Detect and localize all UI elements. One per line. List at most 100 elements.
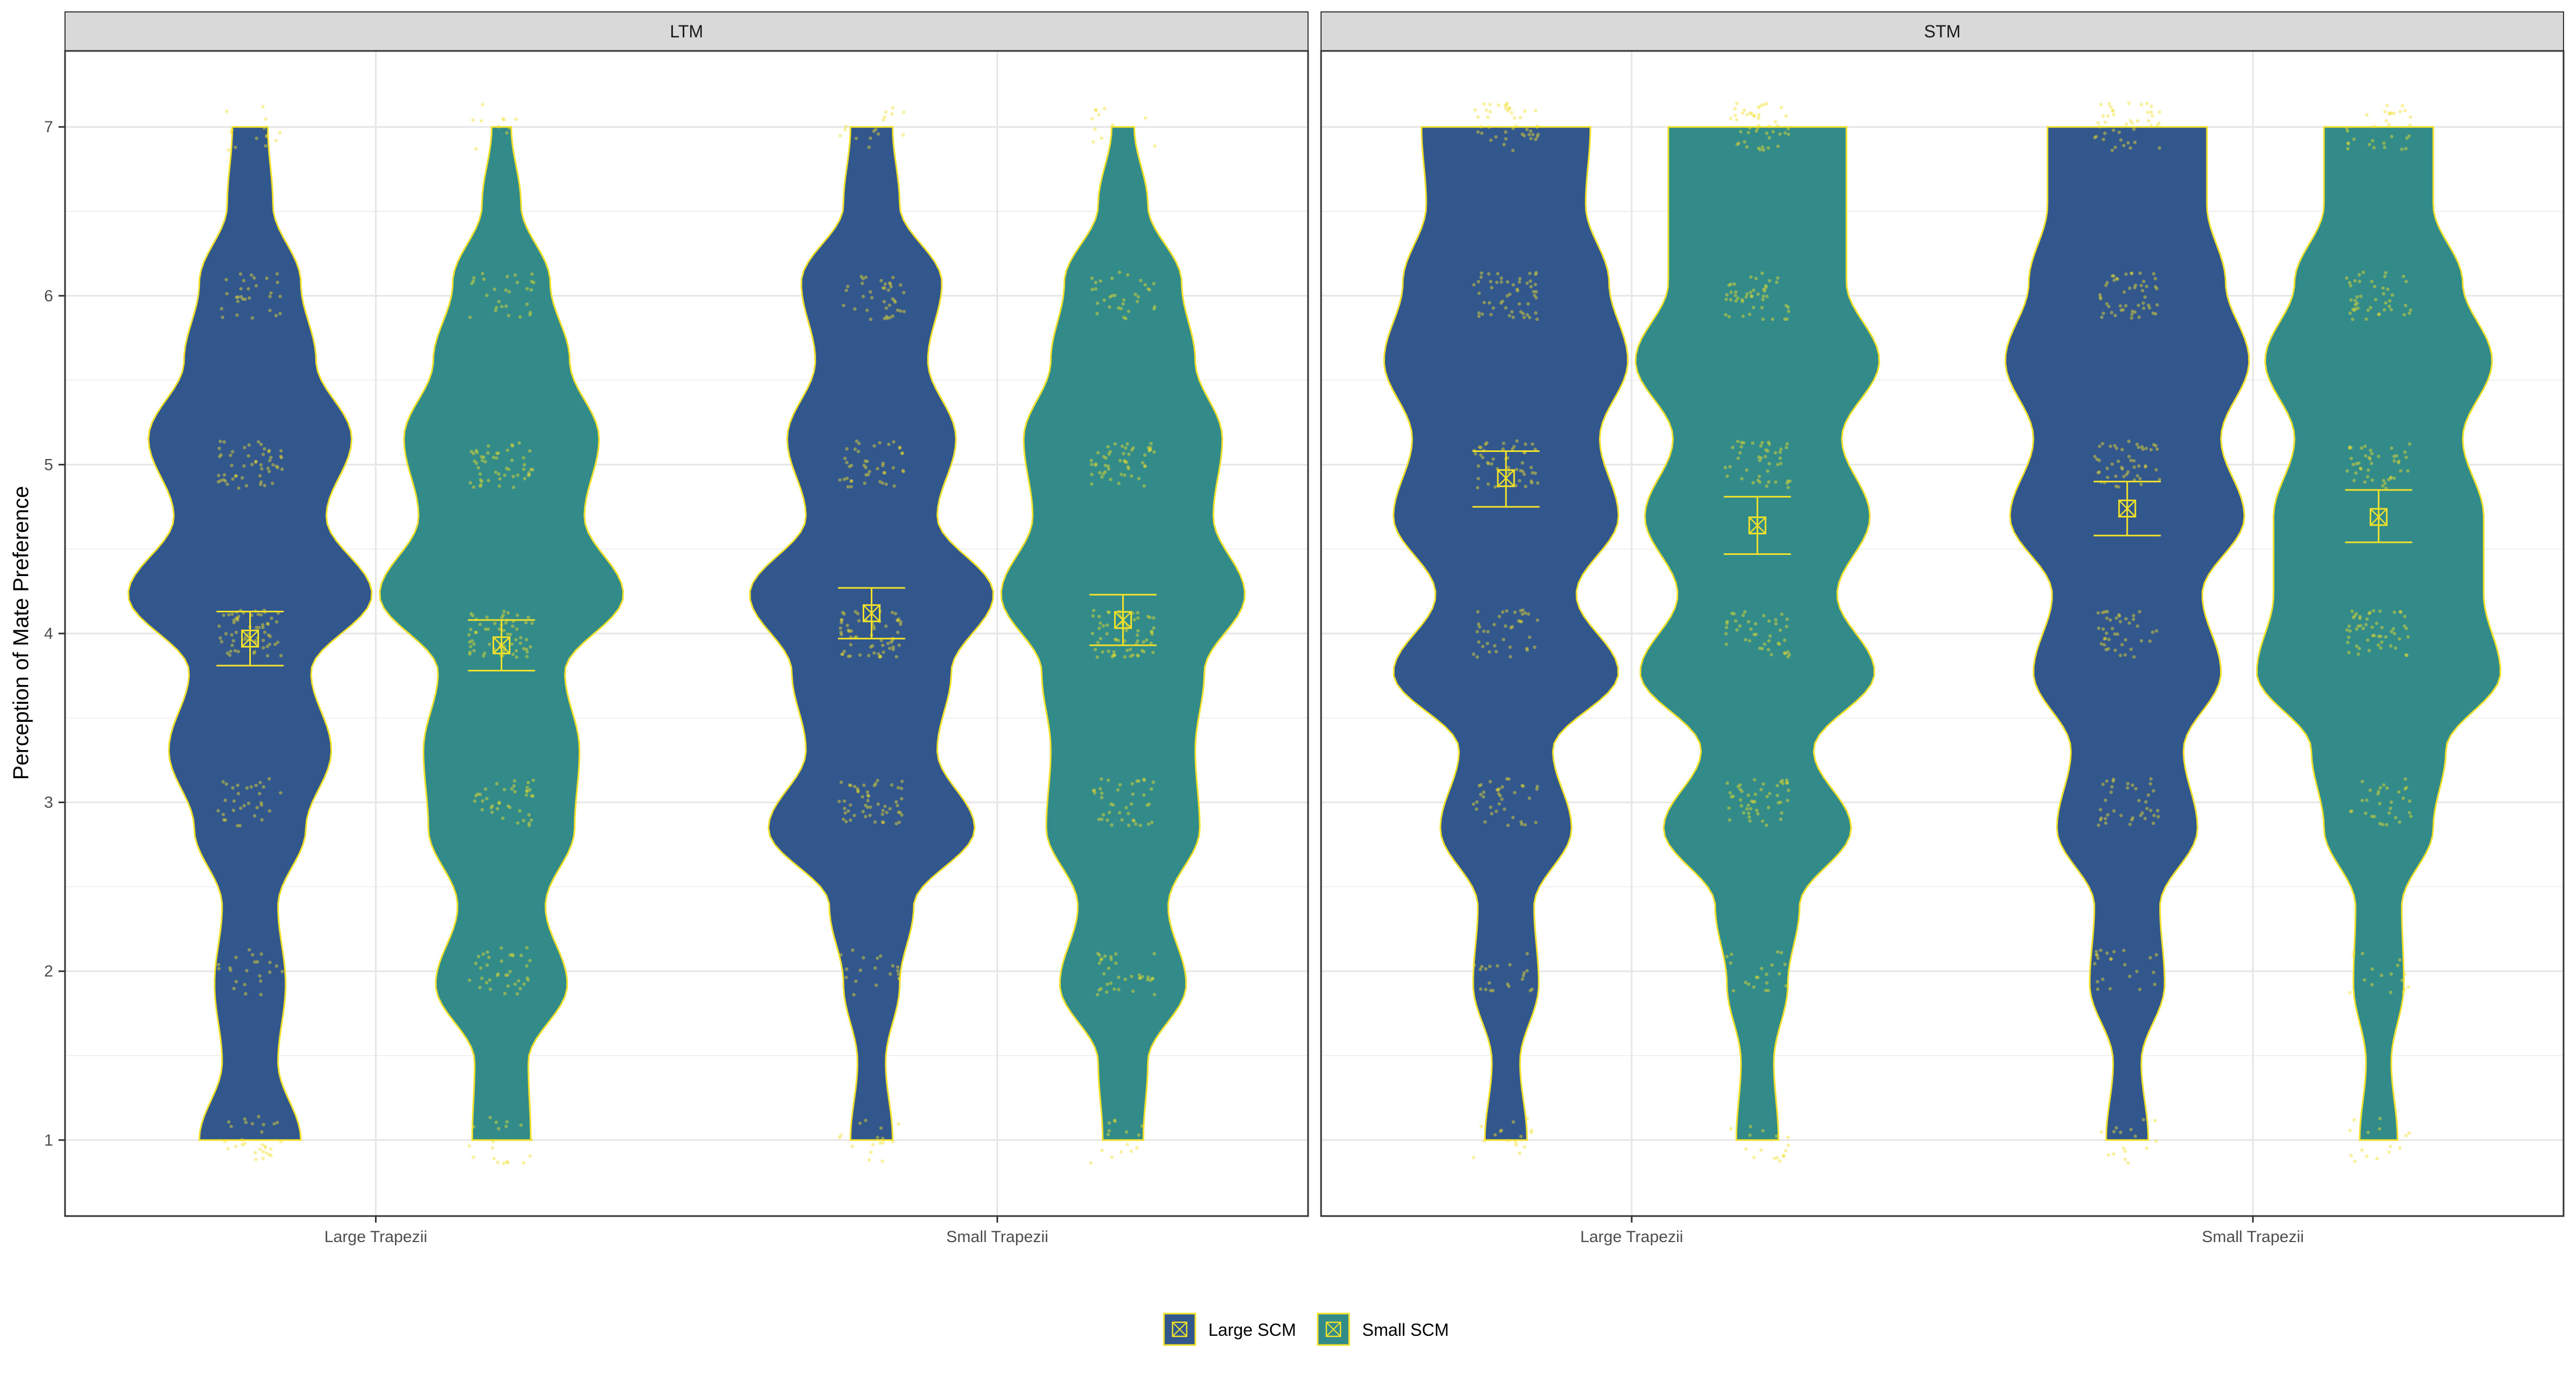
jitter-point [526,287,529,290]
jitter-point [2404,280,2407,283]
jitter-point [473,642,476,645]
jitter-point [1787,788,1790,792]
jitter-point [235,313,238,316]
y-tick-label: 3 [44,794,53,812]
jitter-point [1150,787,1153,791]
jitter-point [2137,464,2140,468]
jitter-point [487,955,490,959]
jitter-point [1736,143,1739,146]
jitter-point [869,645,872,649]
jitter-point [2377,455,2380,458]
jitter-point [223,1140,226,1143]
jitter-point [1118,783,1122,786]
jitter-point [516,613,519,617]
jitter-point [1766,146,1770,150]
jitter-point [505,131,508,134]
jitter-point [259,483,262,486]
jitter-point [1783,131,1787,134]
jitter-point [902,111,905,114]
jitter-point [2119,654,2122,657]
jitter-point [1132,819,1135,823]
jitter-point [2157,815,2160,818]
jitter-point [1105,991,1108,994]
jitter-point [493,288,496,291]
jitter-point [1129,655,1132,658]
jitter-point [259,463,262,467]
jitter-point [2119,814,2122,817]
jitter-point [2382,292,2385,295]
jitter-point [268,971,271,974]
jitter-point [1776,463,1779,466]
jitter-point [1513,117,1516,120]
jitter-point [1767,648,1770,651]
jitter-point [1747,812,1750,815]
jitter-point [487,479,490,482]
jitter-point [239,806,242,810]
jitter-point [2398,110,2402,113]
jitter-point [2348,991,2352,994]
jitter-point [528,959,532,962]
jitter-point [2130,818,2133,822]
jitter-point [2152,789,2155,792]
jitter-point [1107,967,1110,970]
jitter-point [2124,653,2127,656]
jitter-point [2099,808,2102,811]
jitter-point [1499,301,1503,305]
jitter-point [2378,1127,2381,1130]
jitter-point [2128,975,2131,978]
jitter-point [1497,104,1500,107]
jitter-point [1119,1150,1123,1154]
jitter-point [1787,486,1790,489]
jitter-point [2408,442,2411,445]
jitter-point [481,799,484,803]
jitter-point [843,457,846,460]
jitter-point [1147,615,1150,618]
jitter-point [1492,306,1495,309]
jitter-point [2154,468,2158,471]
jitter-point [238,824,242,827]
jitter-point [891,611,894,614]
jitter-point [531,794,534,798]
jitter-point [1533,294,1536,297]
jitter-point [1739,445,1743,448]
legend-label: Small SCM [1362,1320,1449,1340]
jitter-point [523,477,526,480]
jitter-point [1742,613,1745,617]
jitter-point [2385,823,2388,826]
jitter-point [487,444,490,448]
jitter-point [241,298,244,301]
jitter-point [897,1122,900,1126]
jitter-point [1756,479,1759,482]
jitter-point [2347,636,2350,639]
jitter-point [235,295,238,299]
jitter-point [2120,643,2124,646]
jitter-point [899,283,902,287]
jitter-point [1735,102,1738,105]
jitter-point [2376,1157,2379,1160]
jitter-point [881,1137,884,1140]
jitter-point [2371,139,2374,143]
jitter-point [1771,130,1775,133]
jitter-point [862,295,865,298]
jitter-point [2117,460,2120,463]
jitter-point [473,799,476,803]
jitter-point [1730,290,1733,294]
jitter-point [221,315,224,319]
jitter-point [875,984,878,987]
jitter-point [2404,653,2407,656]
jitter-point [2348,445,2352,449]
jitter-point [2097,824,2100,827]
jitter-point [254,784,257,787]
jitter-point [2152,443,2156,446]
jitter-point [1472,803,1475,806]
jitter-point [2352,138,2355,141]
jitter-point [1488,780,1492,783]
jitter-point [2363,978,2366,981]
jitter-point [1755,130,1758,133]
jitter-point [1483,1139,1486,1142]
jitter-point [1093,463,1097,467]
jitter-point [1740,298,1744,301]
jitter-point [858,1122,862,1125]
jitter-point [1487,272,1490,275]
jitter-point [1139,279,1142,282]
